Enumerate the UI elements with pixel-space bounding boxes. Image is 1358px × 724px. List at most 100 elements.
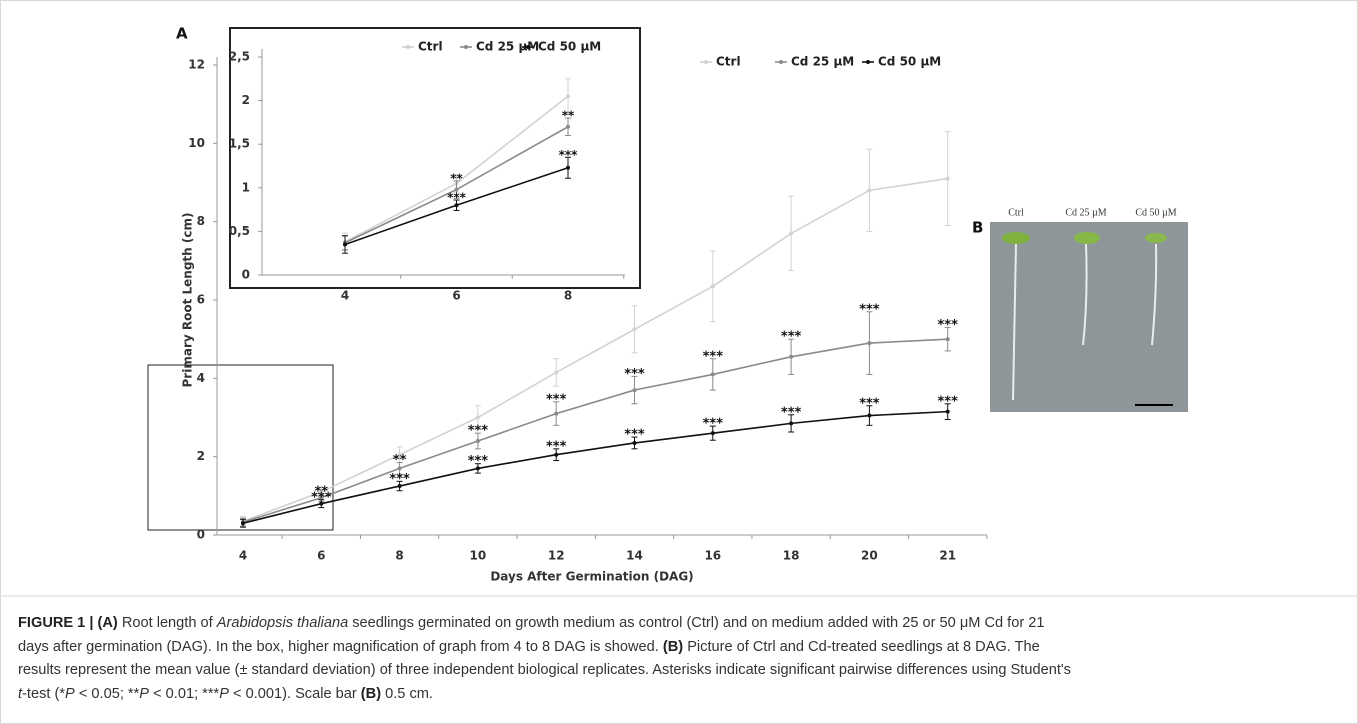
point: [789, 354, 794, 359]
point: [789, 421, 794, 426]
caption-line: days after germination (DAG). In the box…: [18, 636, 1071, 660]
panel-label: A: [176, 25, 188, 43]
point: [566, 124, 570, 129]
panel-label: B: [972, 219, 983, 237]
point: [554, 452, 559, 457]
significance: ***: [781, 405, 802, 420]
point: [475, 415, 480, 420]
caption-text: < 0.01; ***: [149, 685, 220, 702]
y-tick-label: 1: [242, 180, 250, 194]
point: [945, 409, 950, 414]
y-tick-label: 12: [188, 58, 205, 72]
y-tick-label: 0: [197, 528, 205, 542]
caption-text: days after germination (DAG). In the box…: [18, 638, 663, 655]
point: [319, 495, 324, 500]
x-tick-label: 20: [861, 549, 878, 563]
photo-background: [990, 222, 1188, 412]
legend-label: Cd 50 µM: [538, 40, 601, 54]
point: [867, 188, 872, 193]
caption-italic: t: [18, 685, 23, 702]
point: [397, 484, 402, 489]
x-tick-label: 16: [704, 549, 721, 563]
significance: ***: [468, 454, 489, 469]
photo: [990, 222, 1188, 412]
caption-text: Picture of Ctrl and Cd-treated seedlings…: [683, 638, 1040, 655]
x-tick-label: 6: [317, 549, 325, 563]
series-line: [242, 338, 948, 523]
caption-italic: Arabidopsis thaliana: [216, 615, 349, 631]
legend-label: Cd 25 µM: [791, 55, 854, 69]
significance: **: [562, 109, 575, 123]
legend-marker: [406, 45, 410, 49]
photo-label: Ctrl: [1008, 207, 1024, 218]
x-tick-label: 21: [939, 549, 956, 563]
significance: ***: [703, 349, 724, 364]
significance: ***: [859, 396, 880, 411]
point: [945, 337, 950, 342]
caption-line: results represent the mean value (± stan…: [18, 659, 1071, 683]
point: [710, 372, 715, 377]
caption-italic: P: [219, 685, 229, 702]
legend-marker: [464, 45, 468, 49]
significance: **: [450, 171, 463, 185]
caption-line: FIGURE 1 | (A) Root length of Arabidopsi…: [18, 612, 1071, 636]
legend-marker: [704, 60, 708, 64]
point: [319, 489, 324, 494]
caption: FIGURE 1 | (A) Root length of Arabidopsi…: [18, 612, 1071, 706]
point: [343, 242, 347, 247]
legend-label: Cd 25 µM: [476, 40, 539, 54]
significance: **: [314, 484, 328, 499]
photo-label: Cd 25 µM: [1065, 207, 1106, 218]
x-tick-label: 4: [239, 549, 247, 563]
series-line: [242, 410, 948, 525]
significance: ***: [781, 330, 802, 345]
y-tick-label: 4: [197, 371, 205, 385]
caption-italic: P: [65, 685, 75, 702]
y-tick-label: 0: [242, 268, 250, 282]
root: [1082, 243, 1088, 346]
x-tick-label: 4: [341, 289, 349, 303]
y-axis-title: Primary Root Length (cm): [181, 213, 195, 388]
caption-text: < 0.05; **: [74, 685, 140, 702]
x-tick-label: 14: [626, 549, 643, 563]
point: [867, 341, 872, 346]
significance: ***: [311, 490, 332, 505]
series-line: [242, 177, 948, 523]
y-tick-label: 10: [188, 136, 205, 150]
zoom-box: [147, 364, 334, 531]
caption-italic: P: [139, 685, 150, 702]
point: [241, 521, 245, 526]
photo-label: Cd 50 µM: [1135, 207, 1176, 218]
point: [566, 94, 570, 99]
significance: ***: [468, 424, 489, 439]
point: [789, 231, 794, 236]
significance: ***: [937, 394, 958, 409]
significance: ***: [546, 439, 567, 454]
x-tick-label: 12: [548, 549, 565, 563]
point: [397, 466, 402, 471]
point: [632, 327, 637, 332]
significance: **: [393, 453, 407, 468]
point: [475, 466, 480, 471]
significance: ***: [703, 417, 724, 432]
root: [1151, 243, 1158, 346]
point: [632, 440, 637, 445]
legend-marker: [779, 60, 783, 64]
caption-bold: (B): [662, 638, 684, 655]
inset-box: [229, 27, 641, 289]
caption-text: seedlings germinated on growth medium as…: [348, 615, 1045, 631]
caption-text: Root length of: [117, 615, 217, 631]
root: [1012, 243, 1017, 401]
x-tick-label: 8: [395, 549, 403, 563]
point: [632, 388, 637, 393]
point: [554, 411, 559, 416]
point: [945, 176, 950, 181]
point: [319, 501, 324, 506]
caption-text: < 0.001). Scale bar: [228, 685, 361, 702]
y-tick-label: 8: [197, 214, 205, 228]
x-axis-title: Days After Germination (DAG): [490, 570, 693, 584]
point: [710, 284, 715, 289]
significance: ***: [859, 302, 880, 317]
y-tick-label: 2: [197, 449, 205, 463]
